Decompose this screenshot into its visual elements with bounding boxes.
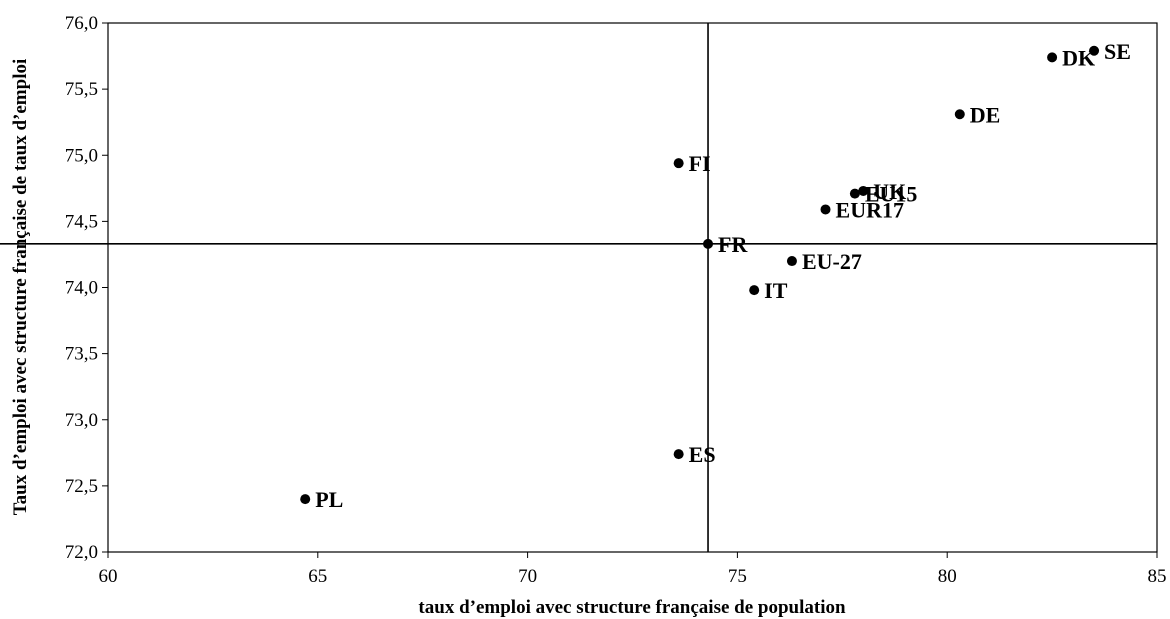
point-label-it: IT [764,278,788,303]
x-tick-label: 85 [1148,566,1167,587]
y-tick-label: 75,0 [65,145,98,166]
y-tick-label: 73,5 [65,344,98,365]
point-label-eu-27: EU-27 [802,249,862,274]
point-it [749,285,760,296]
point-es [673,449,684,460]
x-tick-label: 60 [99,566,118,587]
x-axis: 60 65 70 75 80 85 [99,552,1167,587]
point-label-es: ES [689,442,716,467]
x-tick-label: 70 [518,566,537,587]
reference-lines [0,23,1157,552]
x-tick-label: 80 [938,566,957,587]
point-label-de: DE [970,102,1001,127]
x-tick-label: 75 [728,566,747,587]
plot-area [107,22,1158,553]
y-tick-label: 72,5 [65,476,98,497]
x-tick-label: 65 [308,566,327,587]
point-dk [1047,52,1058,63]
point-label-eur17: EUR17 [836,197,904,222]
point-label-fr: FR [718,232,748,257]
point-label-se: SE [1104,39,1131,64]
point-eu-27 [786,256,797,267]
x-axis-title: taux d’emploi avec structure française d… [418,597,846,618]
point-fi [673,158,684,169]
y-tick-label: 73,0 [65,410,98,431]
point-label-eu15: EU15 [865,182,918,207]
point-fr [703,238,714,249]
point-eur17 [820,204,831,215]
y-axis: 72,0 72,5 73,0 73,5 74,0 74,5 75,0 75,5 76,0 [65,13,108,563]
point-label-uk: UK [873,179,906,204]
y-axis-title: Taux d’emploi avec structure française d… [10,59,31,516]
point-eu15 [849,188,860,199]
y-tick-label: 72,0 [65,542,98,563]
y-tick-label: 75,5 [65,79,98,100]
y-tick-label: 74,5 [65,211,98,232]
point-label-dk: DK [1062,45,1095,70]
y-tick-label: 74,0 [65,278,98,299]
y-tick-label: 76,0 [65,13,98,34]
point-uk [858,185,869,196]
point-label-fi: FI [689,151,711,176]
point-de [954,109,965,120]
point-se [1089,45,1100,56]
point-label-pl: PL [315,487,343,512]
point-pl [300,494,311,505]
